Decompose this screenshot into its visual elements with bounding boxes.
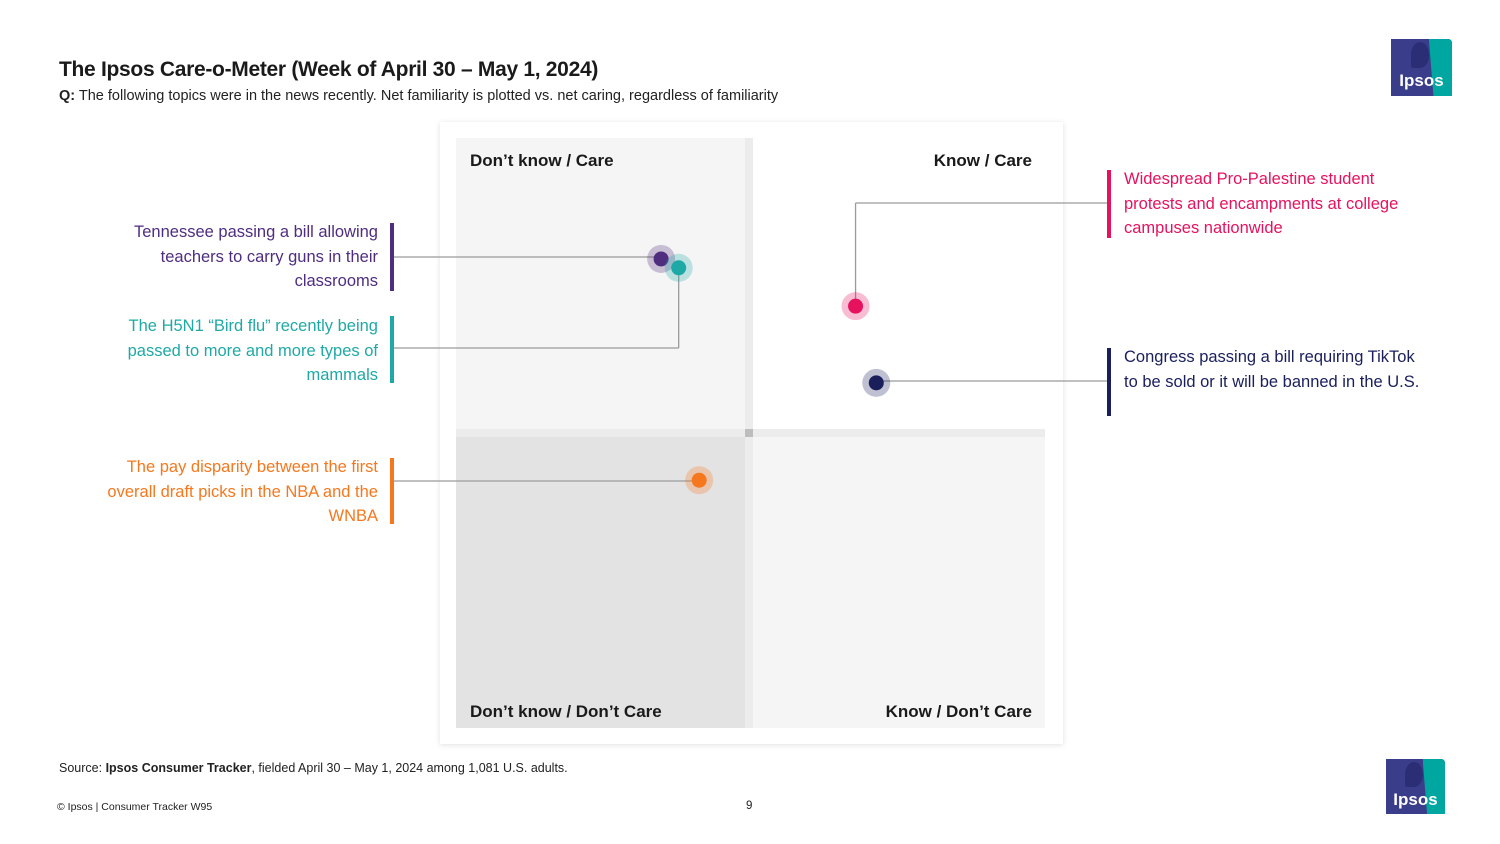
quadrant-bottom-right [753,437,1045,728]
source-name: Ipsos Consumer Tracker [105,761,252,775]
logo-teal-shape [1428,39,1452,96]
quadrant-top-left [456,138,745,429]
source-details: , fielded April 30 – May 1, 2024 among 1… [251,761,568,775]
data-point-label: Congress passing a bill requiring TikTok… [1124,348,1420,391]
label-accent-bar [1107,170,1111,238]
question-text: The following topics were in the news re… [78,88,779,104]
label-accent-bar [390,458,394,524]
ipsos-logo: Ipsos [1391,39,1452,96]
data-point [671,260,687,276]
data-point-label: The H5N1 “Bird flu” recently being passe… [127,317,378,384]
data-point-label: Tennessee passing a bill allowing teache… [134,223,378,290]
axis-origin [745,429,753,437]
source-note: Source: Ipsos Consumer Tracker, fielded … [59,761,568,775]
logo-wordmark: Ipsos [1393,789,1438,809]
data-point-label: Widespread Pro-Palestine student protest… [1124,170,1399,237]
question-subtitle: Q: The following topics were in the news… [59,88,778,104]
quadrant-label-bottom-right: Know / Don’t Care [886,702,1032,721]
label-accent-bar [1107,348,1111,416]
logo-speech-bubble [1404,762,1423,788]
data-point [848,298,864,314]
logo-teal-shape [1422,759,1445,814]
quadrant-label-bottom-left: Don’t know / Don’t Care [470,702,662,721]
ipsos-logo-footer: Ipsos [1386,759,1445,814]
quadrant-top-right [753,138,1045,429]
data-point [653,251,669,267]
logo-wordmark: Ipsos [1399,71,1444,91]
data-point [691,472,707,488]
page-number: 9 [746,800,753,812]
data-point [868,375,884,391]
label-accent-bar [390,223,394,291]
question-prefix: Q: [59,88,76,104]
copyright-note: © Ipsos | Consumer Tracker W95 [57,801,213,813]
data-point-label: The pay disparity between the first over… [107,458,378,525]
quadrant-label-top-left: Don’t know / Care [470,151,614,170]
source-prefix: Source: [59,761,103,775]
logo-speech-bubble [1410,42,1429,69]
label-accent-bar [390,316,394,383]
page-title: The Ipsos Care-o-Meter (Week of April 30… [59,58,599,81]
quadrant-label-top-right: Know / Care [934,151,1032,170]
